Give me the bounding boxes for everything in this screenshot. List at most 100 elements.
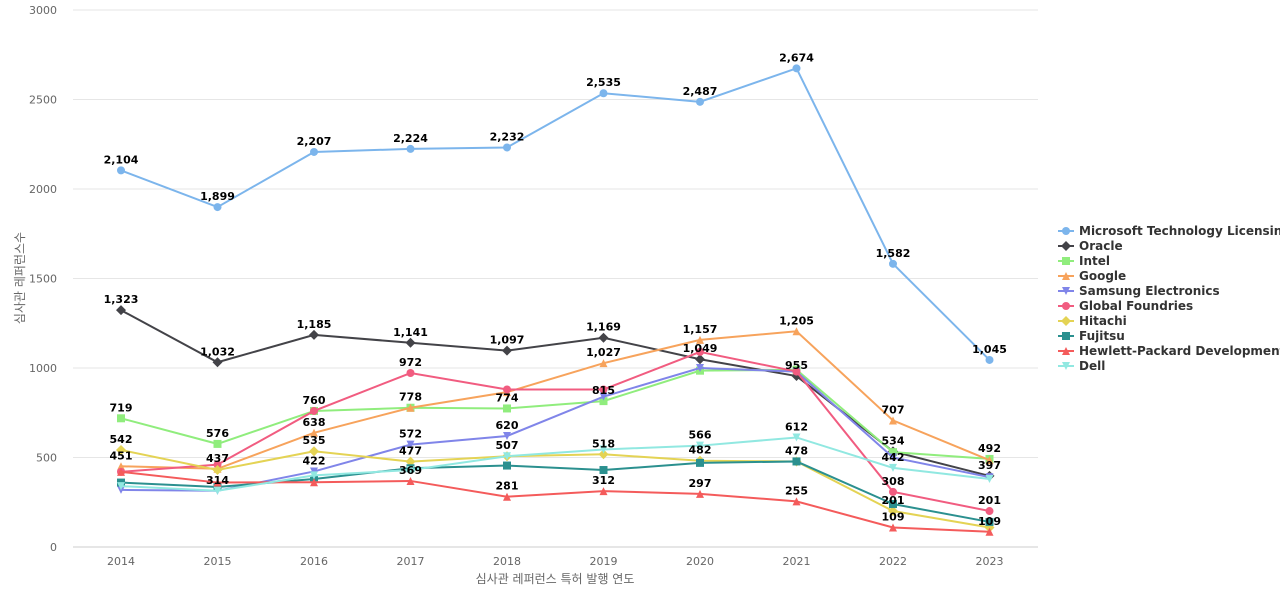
data-label: 109 [882,510,905,523]
x-tick-label: 2014 [107,555,135,568]
data-label: 482 [689,444,712,457]
data-point [503,461,511,470]
series-line [120,470,990,533]
data-label: 2,224 [393,132,428,145]
data-point [888,506,898,517]
data-point [985,474,994,483]
x-tick-label: 2018 [493,555,521,568]
data-label: 437 [206,452,229,465]
legend-item: Samsung Electronics [1058,284,1220,298]
data-point [696,458,704,467]
data-point [985,527,994,536]
data-label: 535 [303,434,326,447]
data-point [406,466,415,475]
data-point [889,463,897,472]
data-point [213,439,222,448]
data-label: 369 [399,464,422,477]
data-label: 707 [882,403,905,416]
data-label: 566 [689,429,712,442]
y-tick-label: 3000 [29,4,57,17]
data-point [696,489,704,498]
data-label: 1,205 [779,314,814,327]
series-line [120,67,991,361]
x-tick-label: 2021 [783,555,811,568]
x-axis-ticks: 2014 2015 2016 2017 2018 2019 2020 2021 2022 2023 [107,555,1004,568]
data-point [116,444,126,455]
legend-marker [1062,332,1070,340]
data-label: 507 [496,439,519,452]
series-3 [117,327,994,473]
legend-marker [1061,241,1071,251]
data-label: 1,032 [200,345,235,358]
data-point [792,64,801,73]
series-line [120,330,990,470]
legend-marker [1062,257,1070,265]
data-label: 109 [978,515,1001,528]
data-point [310,471,318,480]
data-point [405,337,416,348]
y-tick-label: 2000 [29,183,57,196]
legend-marker [1062,302,1070,310]
legend: Microsoft Technology LicensingOracleInte… [1058,224,1280,373]
data-point [792,433,801,442]
data-point [212,465,223,476]
data-label: 397 [978,459,1001,472]
y-tick-label: 1500 [29,273,57,286]
y-axis-title: 심사관 레퍼런스수 [13,232,27,324]
data-label: 2,674 [779,51,814,64]
x-tick-label: 2019 [590,555,618,568]
data-point [889,523,897,532]
legend-item: Microsoft Technology Licensing [1058,224,1280,238]
data-label: 314 [206,474,229,487]
data-label: 2,535 [586,76,621,89]
data-point [889,259,897,268]
data-point [889,448,897,457]
data-point [406,476,415,485]
data-label: 451 [110,449,133,462]
data-point [792,457,801,466]
legend-marker [1062,362,1070,370]
data-point [889,487,897,496]
legend-item: Hewlett-Packard Development [1058,344,1280,358]
legend-marker [1061,316,1071,326]
data-point [213,203,222,212]
data-point [213,478,222,487]
data-point [310,406,318,415]
data-label: 477 [399,445,422,458]
data-point [889,453,897,462]
data-label: 572 [399,428,422,441]
x-axis-title: 심사관 레퍼런스 특허 발행 연도 [476,571,635,586]
data-label: 1,141 [393,326,428,339]
data-point [503,452,511,461]
legend-item: Intel [1058,254,1110,268]
data-label: 1,185 [297,318,332,331]
data-point [406,369,415,378]
data-label: 297 [689,477,712,490]
data-label: 1,097 [490,334,525,347]
data-label: 492 [978,442,1001,455]
legend-marker [1062,227,1070,235]
data-label: 576 [206,427,229,440]
data-point [503,385,511,394]
data-point [985,456,994,465]
y-tick-label: 0 [50,541,57,554]
data-label: 638 [303,416,326,429]
data-point [309,329,319,340]
data-point [599,392,608,401]
x-tick-label: 2017 [397,555,425,568]
data-point [598,332,609,343]
data-label: 972 [399,356,422,369]
data-point [406,144,415,153]
data-label: 542 [110,433,133,446]
legend-item: Hitachi [1058,314,1127,328]
y-tick-label: 1000 [29,362,57,375]
data-point [117,467,125,476]
data-point [212,357,223,368]
data-point [503,492,511,501]
legend-item: Oracle [1058,239,1123,253]
data-label: 612 [785,420,808,433]
legend-label: Hitachi [1079,314,1127,328]
data-label: 2,232 [490,130,525,143]
data-point [213,460,222,469]
data-label: 255 [785,484,808,497]
